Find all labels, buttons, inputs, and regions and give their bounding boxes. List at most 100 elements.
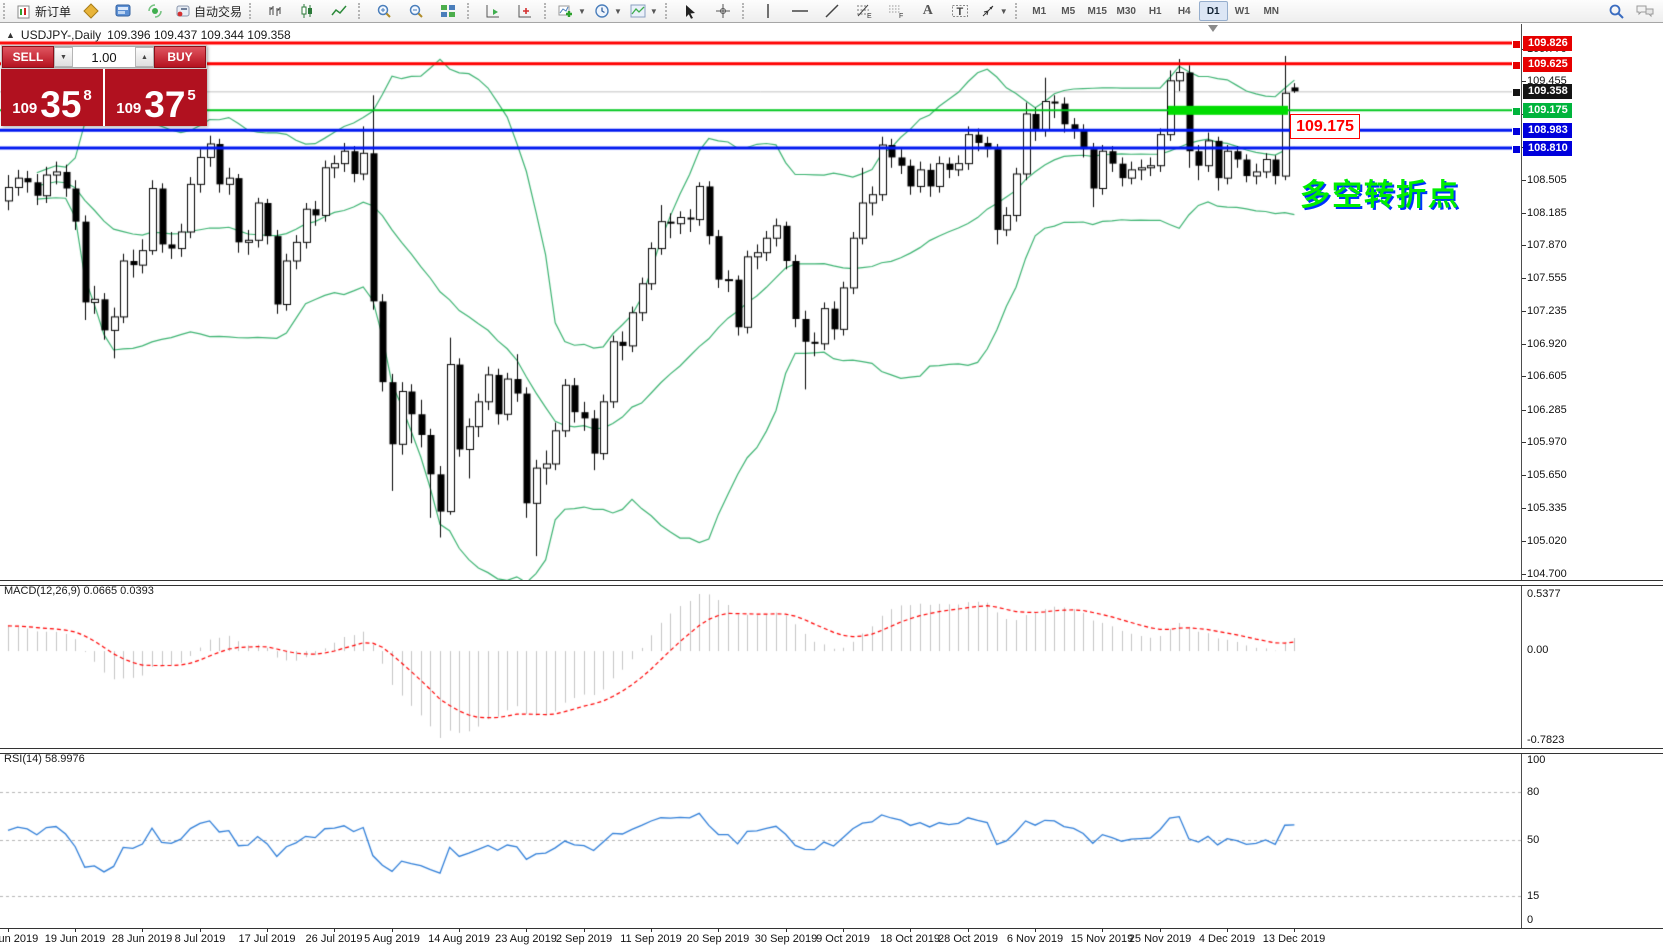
- tile-windows-button[interactable]: [432, 0, 464, 22]
- auto-scroll-button[interactable]: [477, 0, 509, 22]
- cursor-button[interactable]: [675, 0, 707, 22]
- timeframe-M5[interactable]: M5: [1061, 5, 1076, 17]
- horizontal-line-button[interactable]: [784, 0, 816, 22]
- date-tick-label: 10 Jun 2019: [0, 933, 39, 945]
- timeframe-H4[interactable]: H4: [1177, 5, 1191, 17]
- pane-separator[interactable]: [0, 580, 1663, 586]
- autotrading-button[interactable]: 自动交易: [171, 0, 246, 22]
- chart-text-annotation[interactable]: 多空转折点: [1300, 179, 1460, 212]
- price-line-handle[interactable]: [1512, 88, 1521, 97]
- timeframe-W1[interactable]: W1: [1234, 5, 1250, 17]
- price-tick-mark: [1521, 81, 1526, 82]
- main-toolbar: 新订单 自动交易: [0, 0, 1663, 23]
- volume-input[interactable]: [73, 47, 135, 67]
- chart-shift-button[interactable]: [509, 0, 541, 22]
- buy-price-big: 37: [144, 83, 186, 125]
- price-line-handle[interactable]: [1512, 127, 1521, 136]
- price-line-handle[interactable]: [1512, 61, 1521, 70]
- horizontal-line-icon: [791, 10, 808, 12]
- price-line-handle[interactable]: [1512, 107, 1521, 116]
- vertical-line-button[interactable]: [752, 0, 784, 22]
- volume-down-button[interactable]: ▼: [54, 47, 73, 67]
- collapse-arrow-icon[interactable]: ▲: [6, 30, 15, 40]
- price-line-handle[interactable]: [1512, 40, 1521, 49]
- trendline-button[interactable]: [816, 0, 848, 22]
- zoom-out-button[interactable]: [400, 0, 432, 22]
- toolbar-grip: [3, 3, 10, 19]
- vertical-line-icon: [767, 4, 769, 18]
- price-tick-mark: [1521, 344, 1526, 345]
- cursor-arrow-icon: [686, 4, 696, 19]
- autotrading-icon: [176, 5, 190, 17]
- market-watch-icon: [83, 3, 99, 19]
- ohlc-values: 109.396 109.437 109.344 109.358: [107, 28, 291, 42]
- bar-chart-button[interactable]: [259, 0, 291, 22]
- price-tick-label: 104.700: [1527, 568, 1567, 580]
- arrows-button[interactable]: ▼: [976, 0, 1012, 22]
- toolbar-grip: [249, 3, 256, 19]
- toolbar-grip: [467, 3, 474, 19]
- date-tick-label: 28 Oct 2019: [938, 933, 998, 945]
- price-level-label[interactable]: 109.175: [1290, 114, 1360, 139]
- zoom-out-icon: [409, 4, 423, 18]
- macd-pane-canvas[interactable]: [0, 584, 1521, 750]
- terminal-button[interactable]: [107, 0, 139, 22]
- templates-button[interactable]: ▼: [626, 0, 662, 22]
- svg-text:F: F: [899, 13, 903, 19]
- chart-shift-icon: [518, 5, 532, 18]
- signals-button[interactable]: [139, 0, 171, 22]
- date-tick-mark: [1227, 929, 1228, 932]
- pane-separator[interactable]: [0, 748, 1663, 754]
- crosshair-button[interactable]: [707, 0, 739, 22]
- price-badge: 108.810: [1523, 141, 1572, 156]
- candlestick-icon: [301, 4, 313, 18]
- indicator-axis-label: 15: [1527, 890, 1540, 902]
- new-order-button[interactable]: 新订单: [13, 0, 75, 22]
- rsi-pane-canvas[interactable]: [0, 752, 1521, 928]
- levels-button[interactable]: F: [880, 0, 912, 22]
- volume-control: ▼ ▲: [54, 46, 154, 68]
- sell-price[interactable]: 109 35 8: [1, 69, 103, 126]
- fibonacci-button[interactable]: E: [848, 0, 880, 22]
- sell-button[interactable]: SELL: [2, 46, 54, 68]
- price-line-handle[interactable]: [1512, 145, 1521, 154]
- chat-icon[interactable]: [1635, 3, 1655, 19]
- indicator-axis-label: 50: [1527, 834, 1540, 846]
- timeframe-M1[interactable]: M1: [1032, 5, 1047, 17]
- buy-button[interactable]: BUY: [154, 46, 206, 68]
- date-tick-mark: [1102, 929, 1103, 932]
- timeframe-D1[interactable]: D1: [1198, 1, 1228, 21]
- timeframe-H1[interactable]: H1: [1148, 5, 1162, 17]
- timeframe-M30[interactable]: M30: [1116, 5, 1136, 17]
- timeframe-MN[interactable]: MN: [1263, 5, 1279, 17]
- market-watch-button[interactable]: [75, 0, 107, 22]
- zoom-in-button[interactable]: [368, 0, 400, 22]
- chart-shift-marker[interactable]: [1208, 25, 1218, 32]
- sell-price-sup: 8: [83, 87, 92, 104]
- autotrading-label: 自动交易: [194, 4, 243, 19]
- tile-windows-icon: [441, 5, 456, 17]
- date-tick-label: 5 Aug 2019: [364, 933, 420, 945]
- indicators-button[interactable]: ▼: [554, 0, 590, 22]
- text-button[interactable]: A: [912, 0, 944, 22]
- chart-title: ▲ USDJPY-,Daily 109.396 109.437 109.344 …: [6, 28, 291, 42]
- timeframe-M15[interactable]: M15: [1087, 5, 1107, 17]
- new-order-label: 新订单: [35, 4, 72, 19]
- text-label-icon: T: [951, 5, 968, 18]
- text-label-button[interactable]: T: [944, 0, 976, 22]
- chevron-down-icon: ▼: [613, 6, 622, 16]
- periods-button[interactable]: ▼: [590, 0, 626, 22]
- buy-price[interactable]: 109 37 5: [105, 69, 207, 126]
- date-tick-label: 23 Aug 2019: [495, 933, 557, 945]
- search-icon[interactable]: [1608, 3, 1625, 20]
- candlestick-button[interactable]: [291, 0, 323, 22]
- volume-up-button[interactable]: ▲: [135, 47, 154, 67]
- line-chart-button[interactable]: [323, 0, 355, 22]
- main-chart-canvas[interactable]: [0, 24, 1521, 580]
- date-tick-label: 13 Dec 2019: [1262, 933, 1326, 945]
- toolbar-grip: [358, 3, 365, 19]
- new-order-icon: [17, 5, 30, 18]
- crosshair-icon: [715, 4, 730, 18]
- bar-chart-icon: [269, 6, 281, 16]
